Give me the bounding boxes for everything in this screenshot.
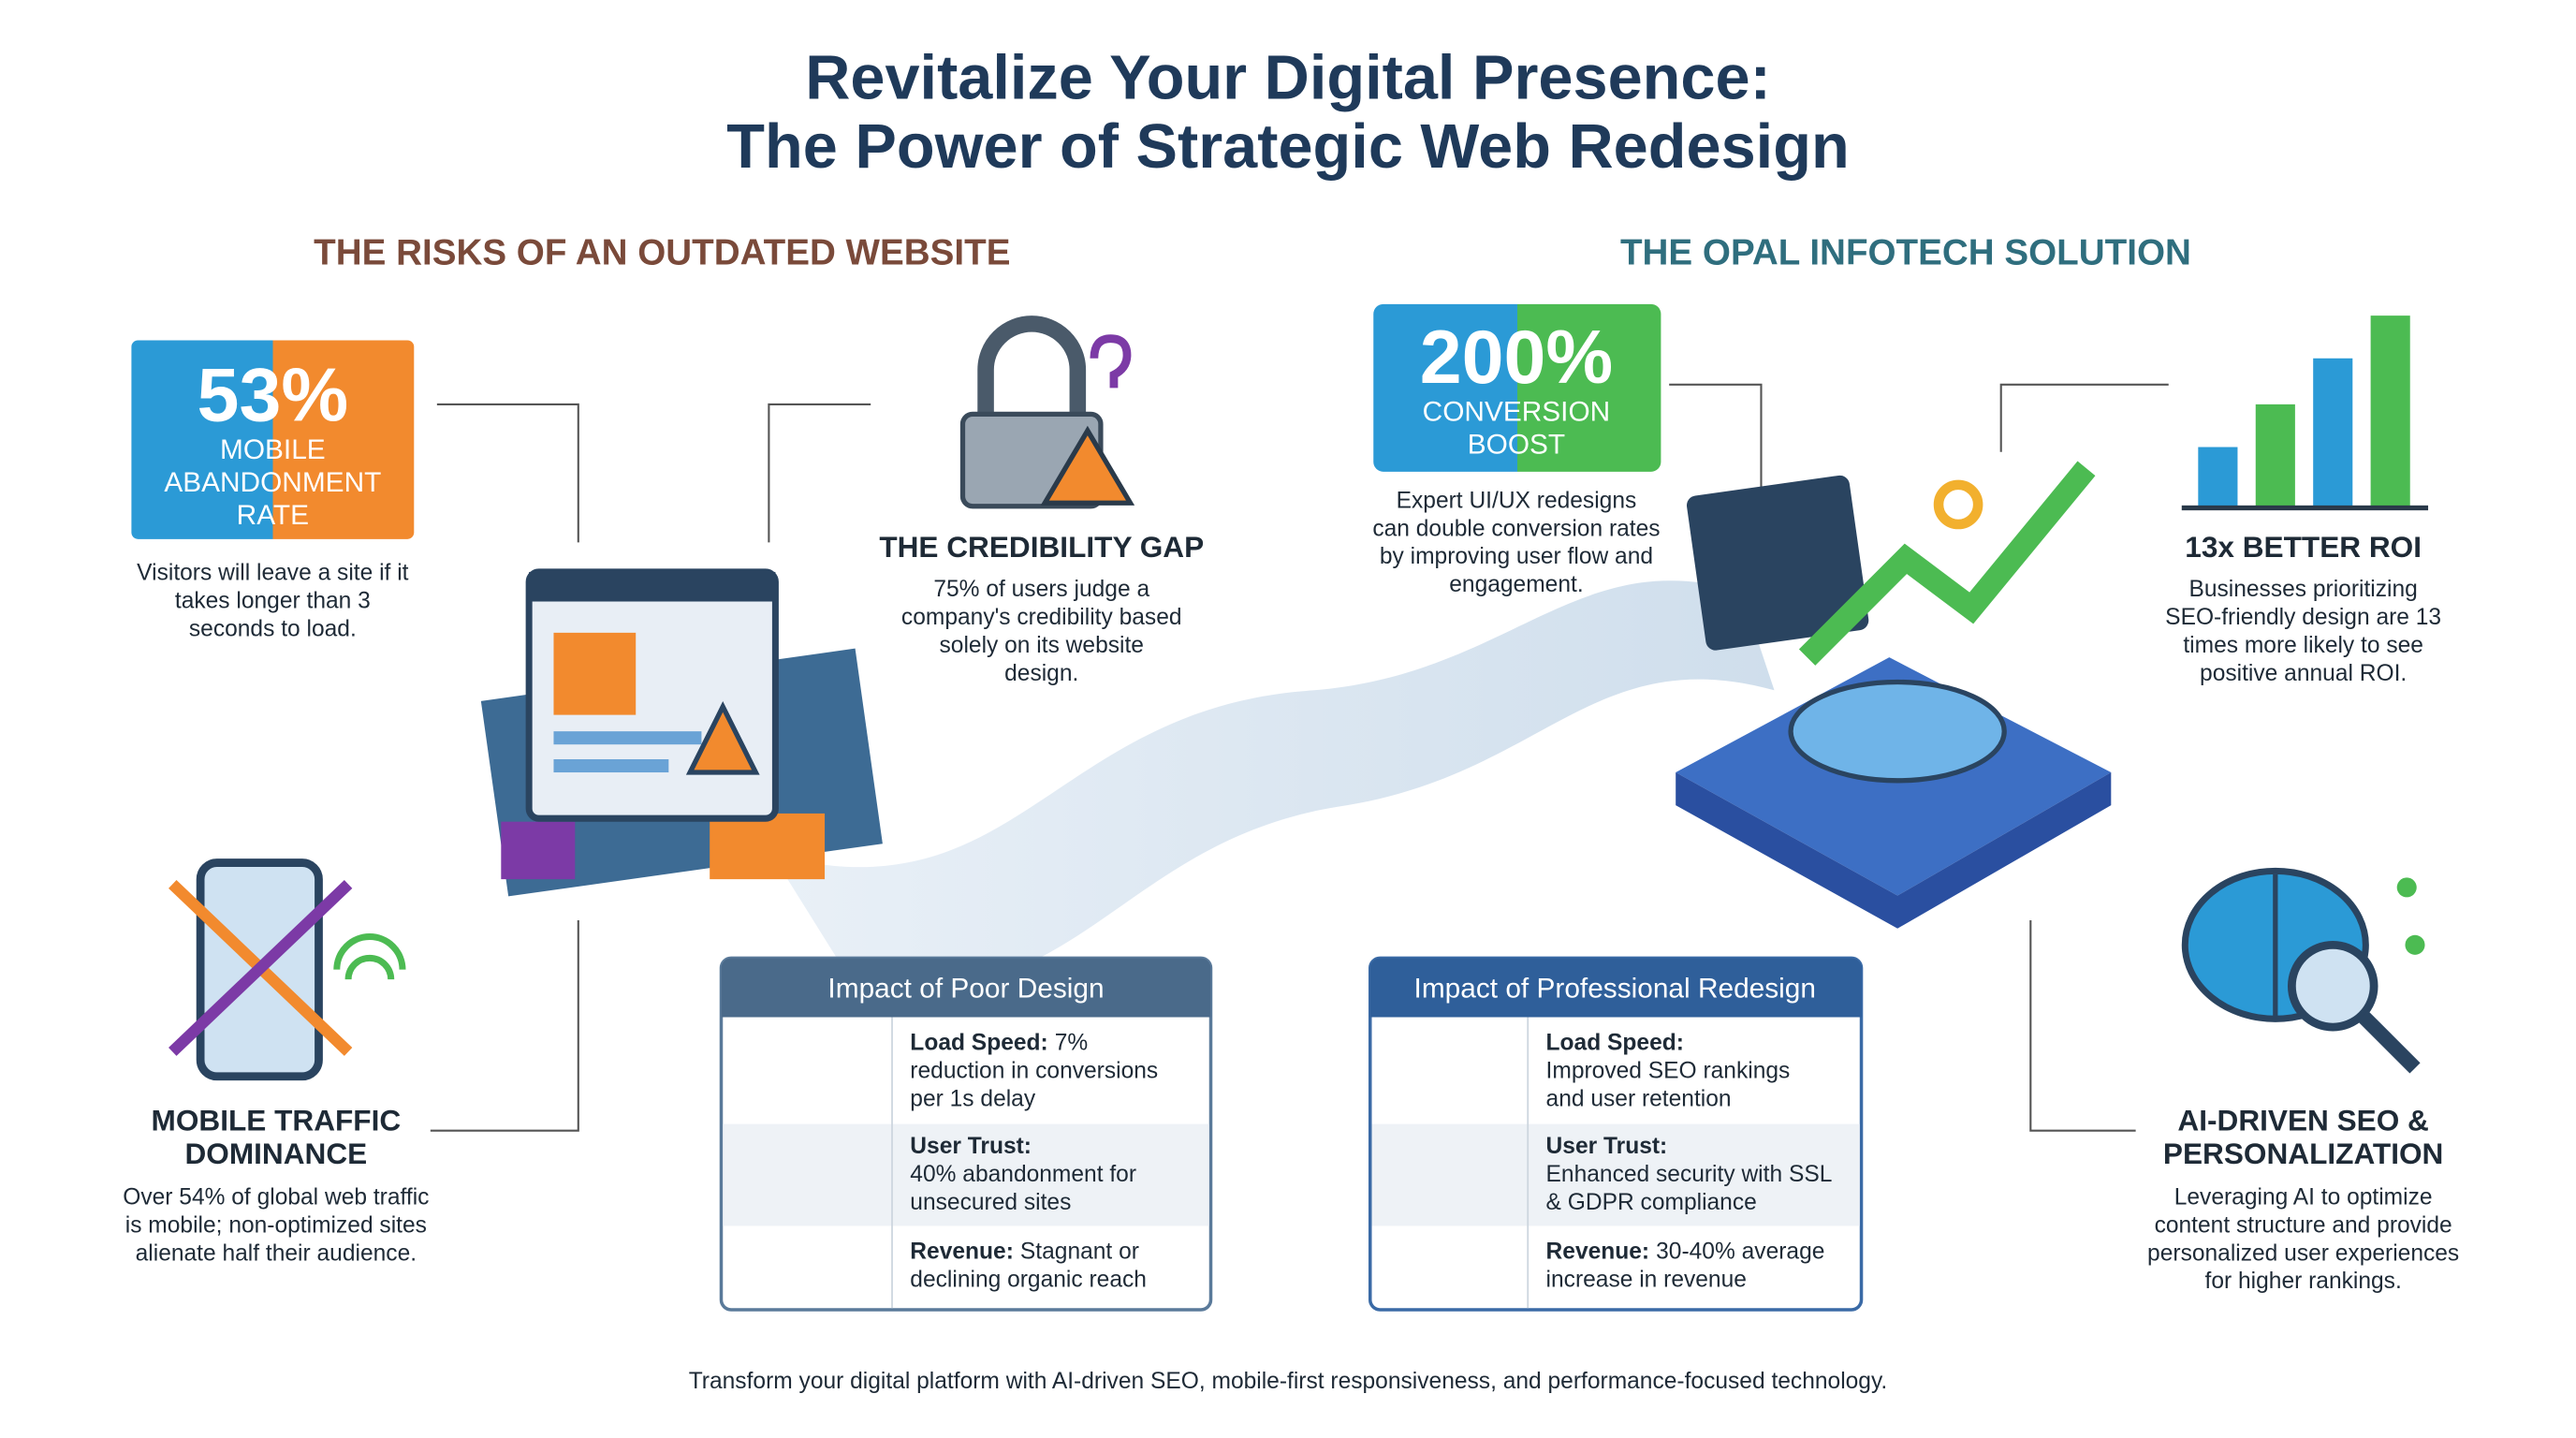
phone-icon (168, 858, 406, 1081)
row-label: Load Speed: (910, 1031, 1047, 1056)
item-text: personalized user experiences (2147, 1240, 2459, 1266)
stat-label: MOBILE (220, 434, 326, 465)
stat-value: 200% (1420, 315, 1613, 400)
item-text: times more likely to see (2183, 633, 2423, 658)
row-label: Revenue: (1546, 1240, 1650, 1265)
table-frame (719, 956, 1864, 1312)
brain-icon (2181, 867, 2425, 1074)
item-title: THE CREDIBILITY GAP (879, 530, 1204, 564)
item-text: is mobile; non-optimized sites (125, 1212, 427, 1238)
item-text: Businesses prioritizing (2188, 577, 2417, 602)
section-heading: THE OPAL INFOTECH SOLUTION (1620, 233, 2191, 273)
footer-text: Transform your digital platform with AI-… (689, 1369, 1888, 1394)
stat-text: can double conversion rates (1372, 516, 1660, 541)
row-text: Revenue: 30-40% average (1546, 1240, 1825, 1265)
item-text: SEO-friendly design are 13 (2165, 605, 2441, 630)
item-text: Leveraging AI to optimize (2174, 1185, 2433, 1211)
row-line: Enhanced security with SSL (1546, 1162, 1833, 1187)
item-text: Over 54% of global web traffic (123, 1185, 429, 1211)
row-text: User Trust: (910, 1134, 1032, 1159)
item-title: DOMINANCE (184, 1137, 367, 1170)
broken-browser-icon (480, 568, 883, 897)
row-line: and user retention (1546, 1086, 1732, 1111)
platform-icon (1676, 461, 2112, 929)
wave (771, 580, 1775, 990)
lock-icon (959, 315, 1135, 509)
stat-label: RATE (237, 500, 309, 531)
stat-value: 53% (198, 353, 349, 437)
row-text: User Trust: (1546, 1134, 1668, 1159)
stat-text: takes longer than 3 (175, 589, 371, 614)
row-text: Load Speed: (1546, 1031, 1684, 1056)
section-heading: THE RISKS OF AN OUTDATED WEBSITE (314, 233, 1010, 273)
row-inline: 30-40% average (1656, 1240, 1824, 1265)
row-inline: Stagnant or (1020, 1240, 1139, 1265)
bar-chart-icon (2181, 315, 2429, 511)
row-inline: 7% (1055, 1031, 1089, 1056)
item-title: PERSONALIZATION (2163, 1137, 2443, 1170)
item-text: alienate half their audience. (136, 1240, 417, 1266)
stat-text: Visitors will leave a site if it (137, 561, 408, 586)
row-label: Revenue: (910, 1240, 1014, 1265)
stat-text: engagement. (1449, 572, 1583, 597)
row-line: unsecured sites (910, 1190, 1071, 1215)
stat-box (1373, 303, 1661, 472)
stat-label: BOOST (1468, 430, 1565, 461)
connectors (430, 383, 2169, 1132)
item-text: for higher rankings. (2205, 1269, 2402, 1294)
item-title: 13x BETTER ROI (2185, 530, 2422, 564)
row-line: & GDPR compliance (1546, 1190, 1757, 1215)
row-line: Improved SEO rankings (1546, 1058, 1791, 1083)
stat-text: Expert UI/UX redesigns (1397, 488, 1637, 513)
row-line: 40% abandonment for (910, 1162, 1136, 1187)
page-title: Revitalize Your Digital Presence: (805, 43, 1771, 112)
item-text: content structure and provide (2155, 1212, 2452, 1238)
item-text: positive annual ROI. (2200, 661, 2407, 686)
item-text: solely on its website (940, 633, 1144, 658)
row-line: increase in revenue (1546, 1267, 1747, 1292)
stat-label: CONVERSION (1423, 396, 1611, 427)
item-text: design. (1004, 661, 1078, 686)
item-title: AI-DRIVEN SEO & (2177, 1104, 2428, 1137)
row-label: User Trust: (910, 1134, 1032, 1159)
item-text: 75% of users judge a (933, 577, 1149, 602)
page-title: The Power of Strategic Web Redesign (726, 112, 1849, 182)
item-text: company's credibility based (901, 605, 1182, 630)
stat-box (131, 340, 415, 539)
item-title: MOBILE TRAFFIC (152, 1104, 402, 1137)
row-label: Load Speed: (1546, 1031, 1684, 1056)
row-line: per 1s delay (910, 1086, 1036, 1111)
row-line: declining organic reach (910, 1267, 1147, 1292)
row-text: Revenue: Stagnant or (910, 1240, 1139, 1265)
row-line: reduction in conversions (910, 1058, 1158, 1083)
table-title: Impact of Professional Redesign (1414, 973, 1816, 1004)
stat-text: by improving user flow and (1380, 544, 1653, 569)
stat-text: seconds to load. (189, 616, 357, 641)
table-title: Impact of Poor Design (827, 973, 1104, 1004)
row-text: Load Speed: 7% (910, 1031, 1088, 1056)
stat-label: ABANDONMENT (164, 467, 381, 498)
row-label: User Trust: (1546, 1134, 1668, 1159)
